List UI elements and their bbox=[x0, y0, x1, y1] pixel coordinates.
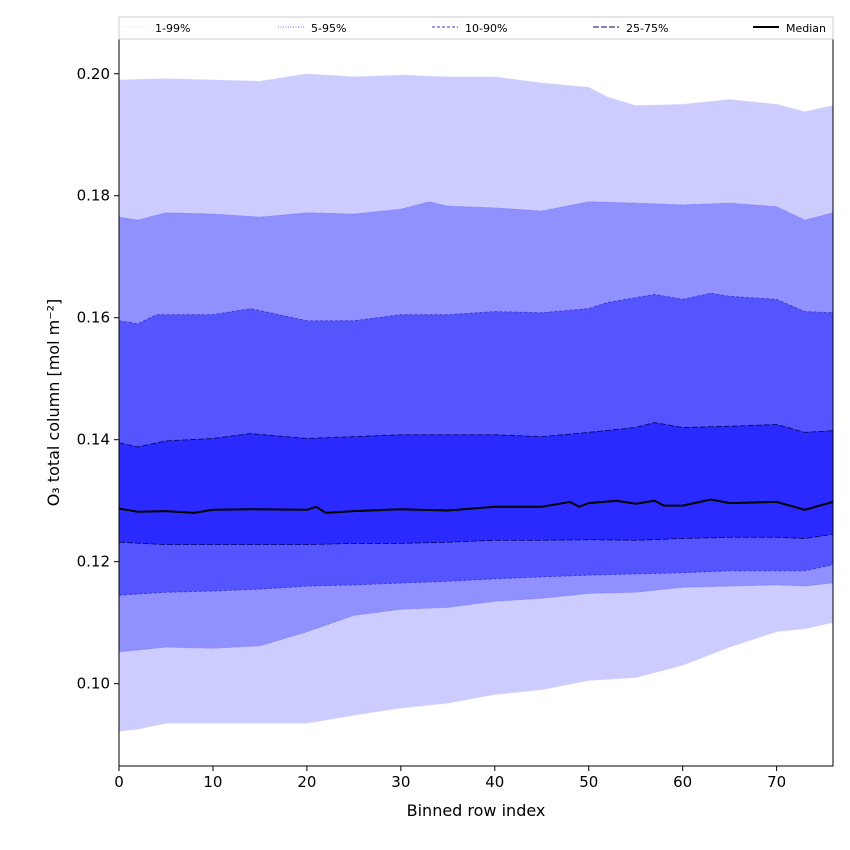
x-tick-label: 50 bbox=[579, 773, 598, 791]
x-tick-label: 30 bbox=[391, 773, 410, 791]
legend-label-25-75%: 25-75% bbox=[626, 22, 668, 35]
band-10-90%-upper-line bbox=[119, 292, 833, 325]
x-tick-label: 20 bbox=[297, 773, 316, 791]
median-line bbox=[119, 498, 833, 514]
y-tick-label: 0.18 bbox=[77, 187, 110, 205]
band-10-90%-lower-line bbox=[119, 564, 833, 596]
band-25-75% bbox=[119, 422, 833, 545]
band-5-95%-upper-line bbox=[119, 201, 833, 221]
y-tick-label: 0.10 bbox=[77, 675, 110, 693]
x-axis-label: Binned row index bbox=[407, 801, 546, 820]
x-tick-label: 40 bbox=[485, 773, 504, 791]
x-tick-label: 70 bbox=[767, 773, 786, 791]
band-1-99%-lower-line bbox=[119, 622, 833, 732]
legend-label-Median: Median bbox=[786, 22, 826, 35]
x-tick-label: 60 bbox=[673, 773, 692, 791]
legend-label-5-95%: 5-95% bbox=[311, 22, 346, 35]
legend-label-10-90%: 10-90% bbox=[465, 22, 507, 35]
legend-box bbox=[118, 16, 834, 40]
y-tick-label: 0.14 bbox=[77, 431, 110, 449]
band-25-75%-upper-line bbox=[119, 422, 833, 448]
legend-label-1-99%: 1-99% bbox=[155, 22, 190, 35]
band-5-95%-lower-line bbox=[119, 582, 833, 653]
y-axis-label: O₃ total column [mol m⁻²] bbox=[44, 299, 63, 507]
band-25-75%-lower-line bbox=[119, 533, 833, 546]
y-tick-label: 0.16 bbox=[77, 309, 110, 327]
x-tick-label: 0 bbox=[114, 773, 124, 791]
x-tick-label: 10 bbox=[203, 773, 222, 791]
y-tick-label: 0.12 bbox=[77, 553, 110, 571]
y-tick-label: 0.20 bbox=[77, 65, 110, 83]
